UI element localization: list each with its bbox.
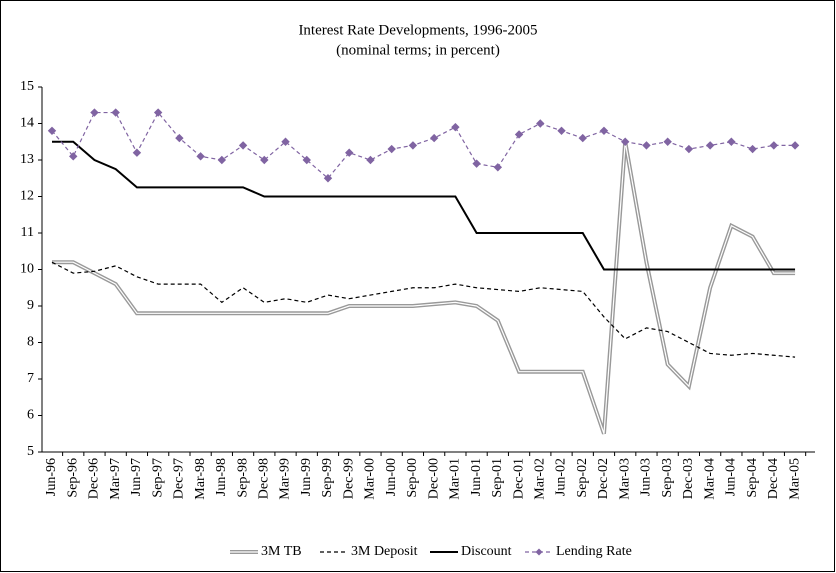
legend-label: 3M Deposit — [351, 544, 418, 559]
point-marker — [345, 148, 354, 157]
x-tick-label: Mar-00 — [363, 458, 378, 500]
point-marker — [790, 141, 800, 150]
x-tick-label: Mar-97 — [108, 458, 123, 500]
y-tick-label: 14 — [20, 116, 34, 131]
x-tick-label: Dec-00 — [426, 458, 441, 499]
point-marker — [642, 141, 651, 150]
legend-label: 3M TB — [261, 544, 302, 559]
point-marker — [111, 108, 120, 117]
x-tick-label: Jun-03 — [639, 458, 654, 496]
chart-title: Interest Rate Developments, 1996-2005 — [298, 22, 537, 38]
x-tick-label: Sep-97 — [150, 458, 165, 498]
x-tick-label: Sep-02 — [575, 458, 590, 498]
point-marker — [90, 108, 99, 117]
point-marker — [429, 133, 439, 143]
x-tick-label: Sep-00 — [405, 458, 420, 498]
point-marker — [727, 137, 736, 146]
x-tick-label: Dec-04 — [766, 458, 781, 499]
y-tick-label: 12 — [20, 189, 34, 204]
x-tick-label: Jun-04 — [724, 458, 739, 496]
y-tick-label: 9 — [27, 298, 34, 313]
point-marker — [175, 133, 184, 143]
point-marker — [323, 174, 333, 183]
x-tick-label: Dec-98 — [257, 458, 272, 499]
x-tick-label: Dec-02 — [596, 458, 611, 499]
legend-label: Lending Rate — [556, 544, 632, 559]
point-marker — [578, 133, 587, 143]
point-marker — [302, 155, 311, 165]
point-marker — [599, 126, 609, 136]
y-tick-label: 7 — [27, 371, 34, 386]
point-marker — [536, 119, 545, 128]
x-tick-label: Mar-04 — [702, 458, 717, 500]
series-line — [52, 140, 796, 271]
y-tick-label: 5 — [27, 444, 34, 459]
point-marker — [387, 144, 396, 154]
x-tick-label: Mar-02 — [533, 458, 548, 500]
point-marker — [153, 108, 163, 117]
point-marker — [705, 141, 715, 150]
x-tick-label: Mar-99 — [278, 458, 293, 500]
x-tick-label: Dec-97 — [172, 458, 187, 499]
x-tick-label: Mar-98 — [193, 458, 208, 500]
x-tick-label: Jun-02 — [554, 458, 569, 496]
y-tick-label: 8 — [27, 335, 34, 350]
point-marker — [493, 163, 503, 172]
point-marker — [451, 122, 460, 132]
point-marker — [132, 148, 142, 157]
x-tick-label: Sep-03 — [660, 458, 675, 498]
point-marker — [621, 137, 630, 146]
point-marker — [684, 144, 694, 154]
point-marker — [217, 155, 227, 165]
legend-marker — [535, 548, 543, 556]
y-tick-label: 10 — [20, 262, 34, 277]
x-tick-label: Dec-03 — [681, 458, 696, 499]
x-tick-label: Dec-01 — [511, 458, 526, 499]
point-marker — [69, 152, 78, 161]
x-tick-label: Jun-01 — [469, 458, 484, 496]
point-marker — [196, 152, 205, 161]
x-tick-label: Sep-96 — [65, 458, 80, 498]
y-tick-label: 6 — [27, 408, 34, 423]
x-tick-label: Sep-01 — [490, 458, 505, 498]
x-tick-label: Jun-00 — [384, 458, 399, 496]
x-tick-label: Jun-97 — [129, 458, 144, 496]
x-tick-label: Mar-03 — [617, 458, 632, 500]
x-tick-label: Mar-05 — [787, 458, 802, 500]
point-marker — [472, 159, 481, 168]
chart-subtitle: (nominal terms; in percent) — [336, 42, 500, 58]
x-tick-label: Sep-04 — [745, 458, 760, 498]
point-marker — [47, 126, 57, 136]
point-marker — [769, 141, 779, 150]
y-tick-label: 15 — [20, 79, 34, 94]
y-tick-label: 13 — [20, 152, 34, 167]
point-marker — [408, 141, 418, 150]
point-marker — [260, 155, 269, 165]
point-marker — [366, 155, 375, 165]
x-tick-label: Sep-99 — [320, 458, 335, 498]
x-tick-label: Mar-01 — [448, 458, 463, 500]
legend-label: Discount — [461, 544, 512, 559]
x-tick-label: Jun-96 — [44, 458, 59, 496]
point-marker — [514, 130, 524, 139]
point-marker — [238, 141, 248, 150]
x-tick-label: Jun-99 — [299, 458, 314, 496]
point-marker — [557, 126, 566, 136]
point-marker — [663, 137, 672, 146]
point-marker — [281, 137, 290, 146]
x-tick-label: Dec-96 — [87, 458, 102, 499]
x-tick-label: Dec-99 — [341, 458, 356, 499]
x-tick-label: Jun-98 — [214, 458, 229, 496]
x-tick-label: Sep-98 — [235, 458, 250, 498]
series-line-inner — [52, 141, 796, 434]
point-marker — [748, 144, 757, 154]
y-tick-label: 11 — [21, 225, 34, 240]
